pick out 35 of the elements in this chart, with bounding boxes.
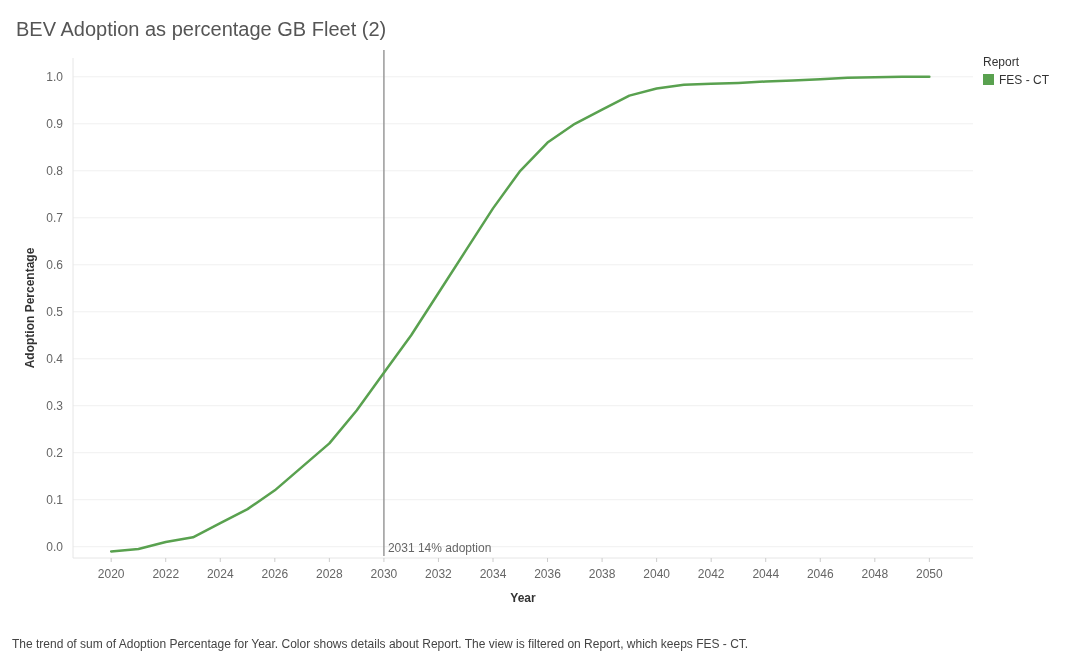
y-tick-label: 0.0 (46, 539, 64, 554)
x-tick-label: 2038 (588, 567, 616, 581)
x-tick-label: 2022 (152, 567, 180, 581)
x-tick-label: 2020 (97, 567, 125, 581)
legend-title: Report (983, 55, 1020, 69)
y-tick-label: 0.7 (46, 210, 64, 225)
y-tick-label: 0.1 (46, 492, 64, 507)
x-tick-label: 2026 (261, 567, 289, 581)
x-tick-label: 2036 (534, 567, 562, 581)
line-series (109, 75, 931, 553)
y-tick-label: 1.0 (46, 69, 64, 84)
y-axis-title: Adoption Percentage (23, 247, 37, 369)
y-tick-label: 0.2 (46, 445, 64, 460)
x-tick-label: 2046 (806, 567, 834, 581)
chart-title: BEV Adoption as percentage GB Fleet (2) (16, 18, 387, 40)
text: The trend of sum of Adoption Percentage for Year. Color shows details about Report. The view is filtered on Report, which keeps FES - CT. (12, 637, 749, 651)
ref-line-label: 2031 14% adoption (387, 541, 492, 555)
x-tick-label: 2034 (479, 567, 507, 581)
y-tick-label: 0.8 (46, 163, 64, 178)
x-tick-label: 2048 (861, 567, 889, 581)
x-tick-label: 2030 (370, 567, 398, 581)
y-tick-label: 0.3 (46, 398, 64, 413)
legend-label: FES - CT (999, 73, 1050, 87)
y-tick-label: 0.5 (46, 304, 64, 319)
x-tick-label: 2044 (752, 567, 780, 581)
x-tick-label: 2032 (425, 567, 453, 581)
y-tick-label: 0.9 (46, 116, 64, 131)
x-tick-label: 2028 (316, 567, 344, 581)
y-tick-label: 0.6 (46, 257, 64, 272)
x-tick-label: 2040 (643, 567, 671, 581)
y-tick-label: 0.4 (46, 351, 64, 366)
x-tick-label: 2024 (206, 567, 234, 581)
x-tick-label: 2042 (697, 567, 725, 581)
x-axis-title: Year (510, 591, 537, 605)
x-tick-label: 2050 (916, 567, 944, 581)
